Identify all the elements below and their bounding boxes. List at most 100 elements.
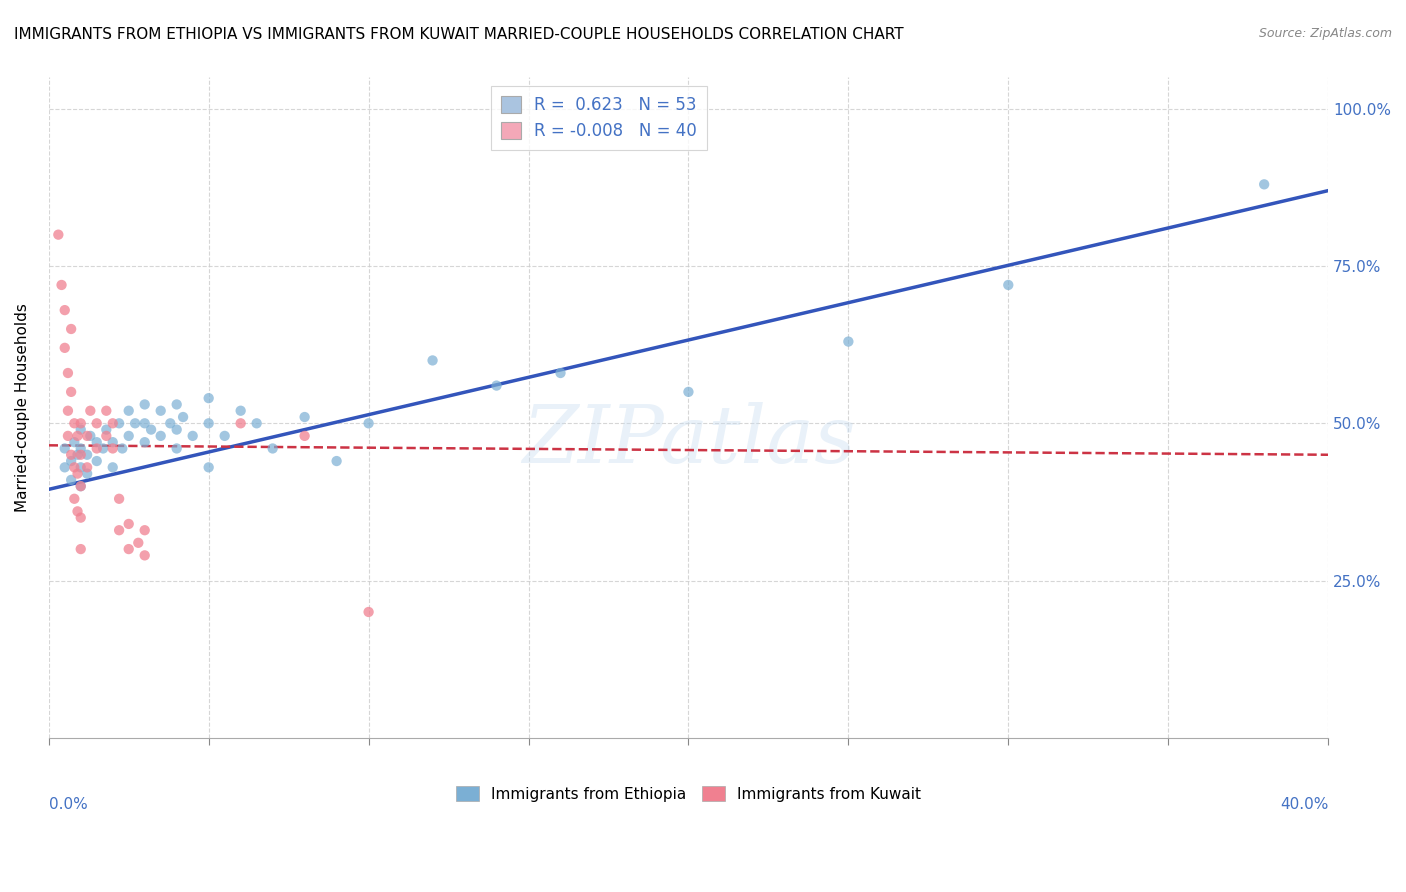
- Point: [60, 454, 83, 468]
- Point: [86, 454, 108, 468]
- Point: [837, 334, 859, 349]
- Point: [172, 410, 194, 425]
- Point: [96, 423, 118, 437]
- Point: [60, 322, 83, 336]
- Point: [96, 403, 118, 417]
- Point: [76, 467, 98, 481]
- Point: [69, 460, 91, 475]
- Point: [69, 442, 91, 456]
- Point: [357, 605, 380, 619]
- Point: [51, 277, 73, 292]
- Point: [69, 423, 91, 437]
- Point: [246, 417, 269, 431]
- Point: [1253, 178, 1275, 192]
- Point: [69, 479, 91, 493]
- Point: [86, 435, 108, 450]
- Point: [124, 417, 146, 431]
- Point: [118, 542, 141, 557]
- Legend: R =  0.623   N = 53, R = -0.008   N = 40: R = 0.623 N = 53, R = -0.008 N = 40: [491, 86, 707, 151]
- Point: [66, 504, 89, 518]
- Point: [214, 429, 236, 443]
- Point: [69, 542, 91, 557]
- Point: [197, 391, 219, 405]
- Point: [678, 384, 700, 399]
- Text: ZIPatlas: ZIPatlas: [522, 402, 855, 479]
- Point: [108, 417, 131, 431]
- Point: [118, 403, 141, 417]
- Point: [53, 341, 76, 355]
- Point: [69, 448, 91, 462]
- Point: [229, 403, 252, 417]
- Point: [550, 366, 572, 380]
- Point: [53, 460, 76, 475]
- Point: [69, 510, 91, 524]
- Point: [181, 429, 204, 443]
- Point: [159, 417, 181, 431]
- Point: [60, 473, 83, 487]
- Text: 0.0%: 0.0%: [49, 797, 87, 813]
- Point: [63, 417, 86, 431]
- Point: [108, 523, 131, 537]
- Point: [56, 366, 79, 380]
- Point: [357, 417, 380, 431]
- Point: [79, 429, 101, 443]
- Point: [60, 448, 83, 462]
- Point: [139, 423, 162, 437]
- Point: [118, 429, 141, 443]
- Point: [262, 442, 284, 456]
- Point: [60, 384, 83, 399]
- Point: [66, 429, 89, 443]
- Point: [56, 429, 79, 443]
- Point: [53, 442, 76, 456]
- Y-axis label: Married-couple Households: Married-couple Households: [15, 303, 30, 512]
- Point: [56, 403, 79, 417]
- Point: [111, 442, 134, 456]
- Point: [101, 435, 124, 450]
- Point: [69, 417, 91, 431]
- Point: [63, 435, 86, 450]
- Point: [325, 454, 347, 468]
- Point: [53, 303, 76, 318]
- Point: [76, 429, 98, 443]
- Point: [79, 403, 101, 417]
- Point: [96, 429, 118, 443]
- Point: [149, 429, 172, 443]
- Point: [127, 536, 149, 550]
- Point: [101, 442, 124, 456]
- Point: [101, 460, 124, 475]
- Point: [91, 442, 114, 456]
- Point: [46, 227, 69, 242]
- Point: [997, 277, 1019, 292]
- Point: [66, 467, 89, 481]
- Point: [76, 460, 98, 475]
- Point: [63, 491, 86, 506]
- Point: [134, 397, 156, 411]
- Point: [63, 460, 86, 475]
- Point: [118, 516, 141, 531]
- Point: [294, 429, 316, 443]
- Point: [69, 479, 91, 493]
- Point: [197, 460, 219, 475]
- Text: 40.0%: 40.0%: [1279, 797, 1329, 813]
- Text: Source: ZipAtlas.com: Source: ZipAtlas.com: [1258, 27, 1392, 40]
- Point: [108, 491, 131, 506]
- Text: IMMIGRANTS FROM ETHIOPIA VS IMMIGRANTS FROM KUWAIT MARRIED-COUPLE HOUSEHOLDS COR: IMMIGRANTS FROM ETHIOPIA VS IMMIGRANTS F…: [14, 27, 904, 42]
- Point: [166, 397, 188, 411]
- Point: [134, 523, 156, 537]
- Point: [134, 417, 156, 431]
- Point: [166, 442, 188, 456]
- Point: [422, 353, 444, 368]
- Point: [134, 435, 156, 450]
- Point: [294, 410, 316, 425]
- Point: [149, 403, 172, 417]
- Point: [76, 448, 98, 462]
- Point: [66, 448, 89, 462]
- Point: [197, 417, 219, 431]
- Point: [101, 417, 124, 431]
- Point: [229, 417, 252, 431]
- Point: [166, 423, 188, 437]
- Point: [86, 417, 108, 431]
- Point: [134, 549, 156, 563]
- Point: [86, 442, 108, 456]
- Point: [485, 378, 508, 392]
